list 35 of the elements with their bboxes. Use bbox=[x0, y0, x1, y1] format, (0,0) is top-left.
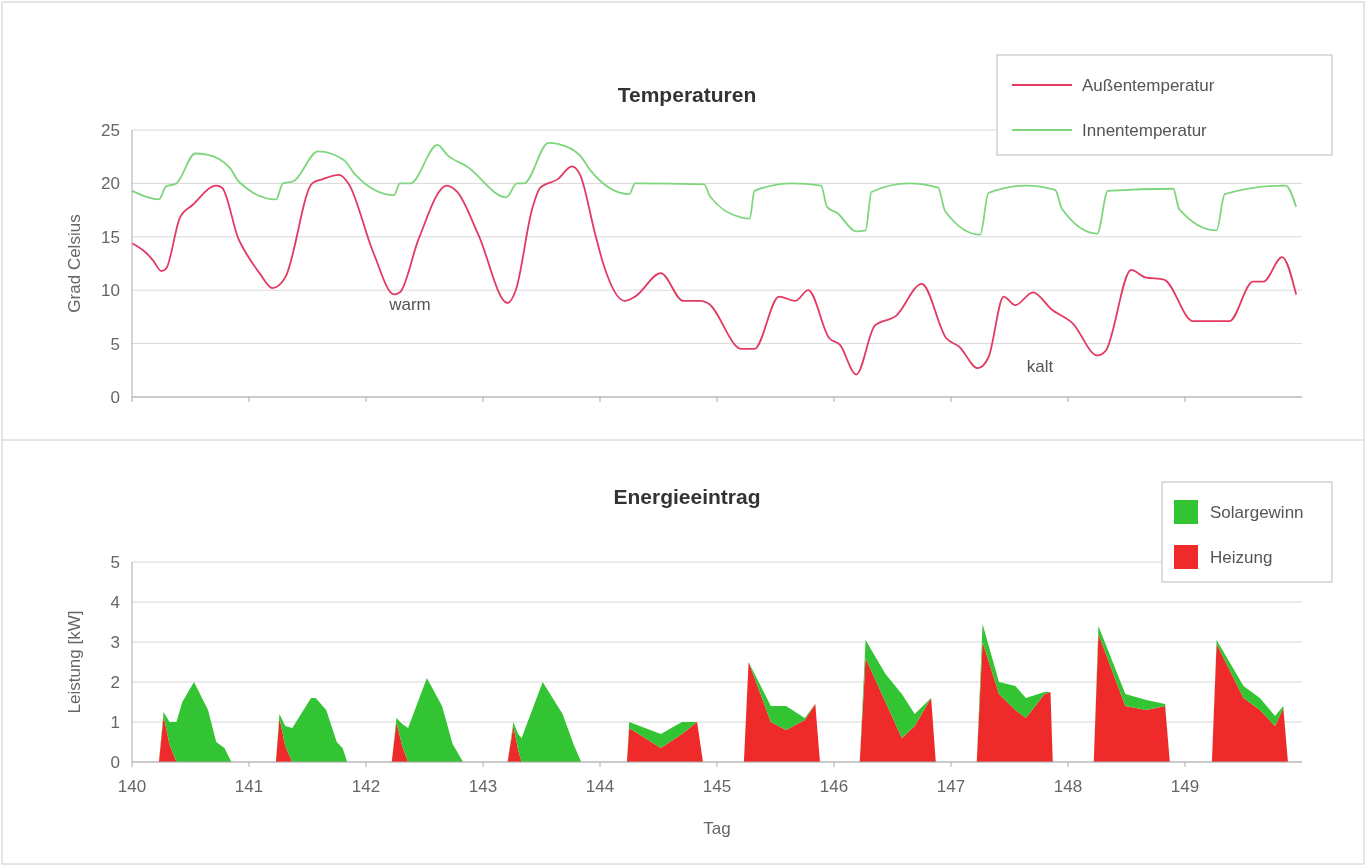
x-tick-label: 141 bbox=[234, 777, 264, 796]
y-axis-title: Grad Celsius bbox=[65, 214, 84, 313]
y-axis-title: Leistung [kW] bbox=[65, 610, 84, 714]
x-tick-label: 148 bbox=[1053, 777, 1083, 796]
line-series bbox=[131, 141, 1298, 236]
x-tick-label: 143 bbox=[468, 777, 498, 796]
chart-title: Energieeintrag bbox=[613, 485, 761, 508]
y-tick-label: 5 bbox=[110, 553, 120, 572]
x-tick-label: 146 bbox=[819, 777, 849, 796]
y-tick-label: 4 bbox=[110, 593, 120, 612]
y-tick-label: 5 bbox=[110, 334, 120, 354]
chart-title: Temperaturen bbox=[617, 83, 757, 106]
annotation: warm bbox=[388, 295, 431, 314]
y-tick-label: 25 bbox=[101, 121, 120, 140]
x-tick-label: 145 bbox=[702, 777, 732, 796]
x-tick-label: 140 bbox=[117, 777, 147, 796]
y-tick-label: 1 bbox=[110, 713, 120, 732]
y-tick-label: 2 bbox=[110, 673, 120, 692]
x-tick-label: 142 bbox=[351, 777, 381, 796]
x-tick-label: 144 bbox=[585, 777, 615, 796]
x-axis-title: Tag bbox=[703, 819, 731, 838]
x-tick-label: 149 bbox=[1170, 777, 1200, 796]
legend-label: Innentemperatur bbox=[1082, 121, 1208, 140]
legend-label: Heizung bbox=[1210, 548, 1273, 567]
legend-label: Solargewinn bbox=[1210, 503, 1304, 522]
line-series bbox=[131, 165, 1298, 376]
annotation: kalt bbox=[1026, 357, 1054, 376]
y-tick-label: 0 bbox=[110, 388, 120, 407]
y-tick-label: 20 bbox=[101, 174, 120, 194]
legend-label: Außentemperatur bbox=[1082, 76, 1215, 95]
y-tick-label: 15 bbox=[101, 227, 120, 247]
y-tick-label: 0 bbox=[110, 753, 120, 772]
x-tick-label: 147 bbox=[936, 777, 966, 796]
y-tick-label: 10 bbox=[101, 281, 120, 301]
y-tick-label: 3 bbox=[110, 633, 120, 652]
